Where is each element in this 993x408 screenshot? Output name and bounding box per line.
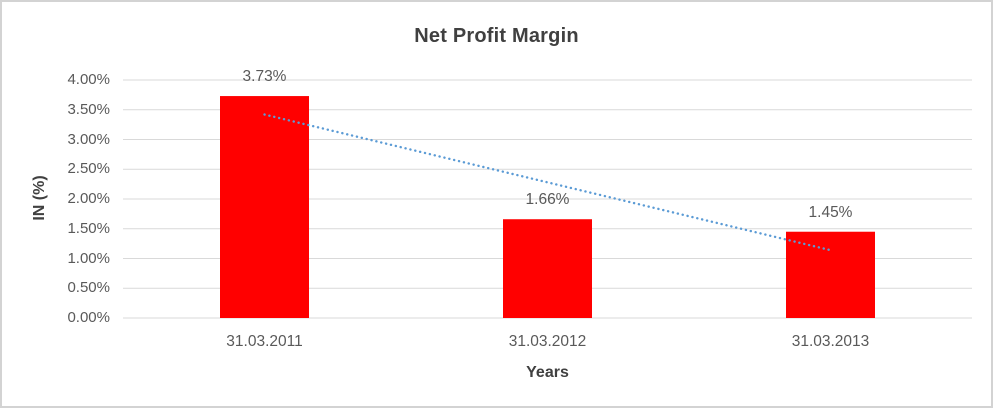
x-axis-title: Years [526, 364, 569, 381]
x-tick-label: 31.03.2011 [226, 333, 303, 350]
trendline [263, 113, 832, 252]
y-tick-label: 3.00% [67, 130, 110, 148]
y-tick-label: 2.50% [67, 160, 110, 178]
bar-31.03.2012 [503, 219, 592, 318]
bar-data-label: 1.45% [808, 203, 853, 221]
y-tick-label: 0.50% [67, 279, 110, 297]
chart-title: Net Profit Margin [414, 25, 579, 47]
x-tick-label: 31.03.2012 [508, 333, 587, 350]
y-tick-label: 0.00% [67, 309, 110, 326]
bar-31.03.2011 [220, 96, 309, 318]
x-tick-label: 31.03.2013 [791, 333, 870, 350]
y-tick-label: 1.00% [67, 249, 110, 267]
y-tick-label: 4.00% [67, 71, 110, 88]
bar-data-label: 3.73% [242, 68, 287, 86]
bar-data-label: 1.66% [525, 191, 570, 209]
y-tick-label: 2.00% [67, 190, 110, 207]
y-tick-label: 3.50% [67, 100, 110, 118]
bar-31.03.2013 [786, 231, 875, 318]
y-tick-label: 1.50% [67, 219, 110, 237]
